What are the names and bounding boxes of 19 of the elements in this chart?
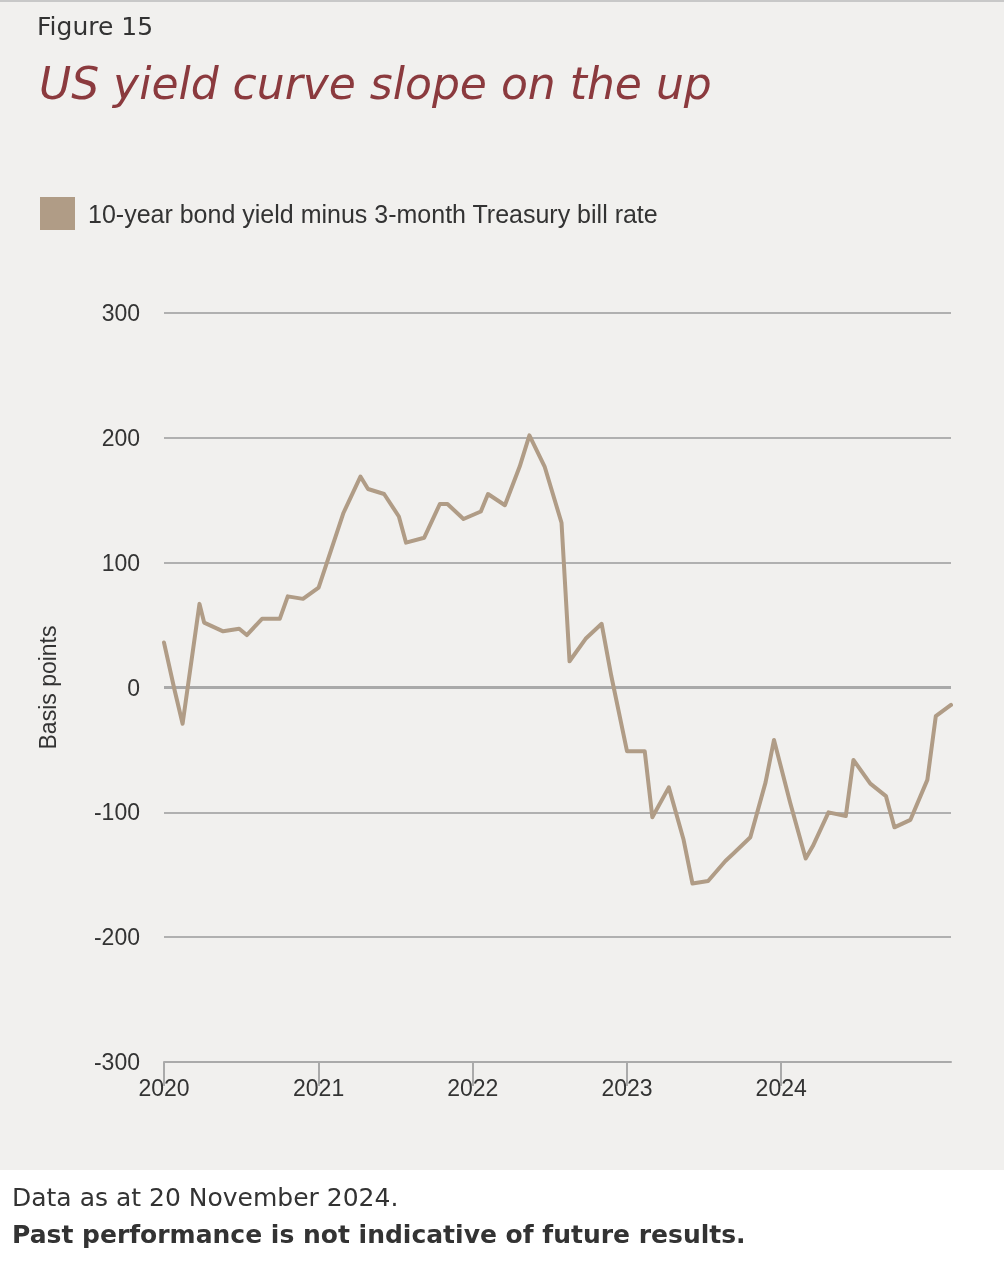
legend-label: 10-year bond yield minus 3-month Treasury bill rate xyxy=(88,199,658,228)
x-tick-label: 2021 xyxy=(293,1074,345,1101)
caption: Figure 15 xyxy=(37,12,154,41)
text: Data as at 20 November 2024. xyxy=(12,1183,399,1212)
y-tick-label: 0 xyxy=(127,674,140,701)
y-tick-label: 100 xyxy=(101,549,140,576)
y-tick-label: -200 xyxy=(93,924,140,951)
text: Past performance is not indicative of future results. xyxy=(12,1220,746,1249)
x-tick-label: 2023 xyxy=(601,1074,653,1101)
x-tick-label: 2022 xyxy=(447,1074,499,1101)
y-tick-label: -100 xyxy=(93,799,140,826)
y-axis-title: Basis points xyxy=(34,625,61,750)
y-tick-label: 300 xyxy=(101,300,140,326)
x-tick-label: 2020 xyxy=(138,1074,190,1101)
y-tick-label: -300 xyxy=(93,1049,140,1075)
line-series xyxy=(162,433,953,886)
chart-title: US yield curve slope on the up xyxy=(39,57,712,109)
x-tick-label: 2024 xyxy=(755,1074,807,1101)
y-tick-label: 200 xyxy=(101,424,140,451)
